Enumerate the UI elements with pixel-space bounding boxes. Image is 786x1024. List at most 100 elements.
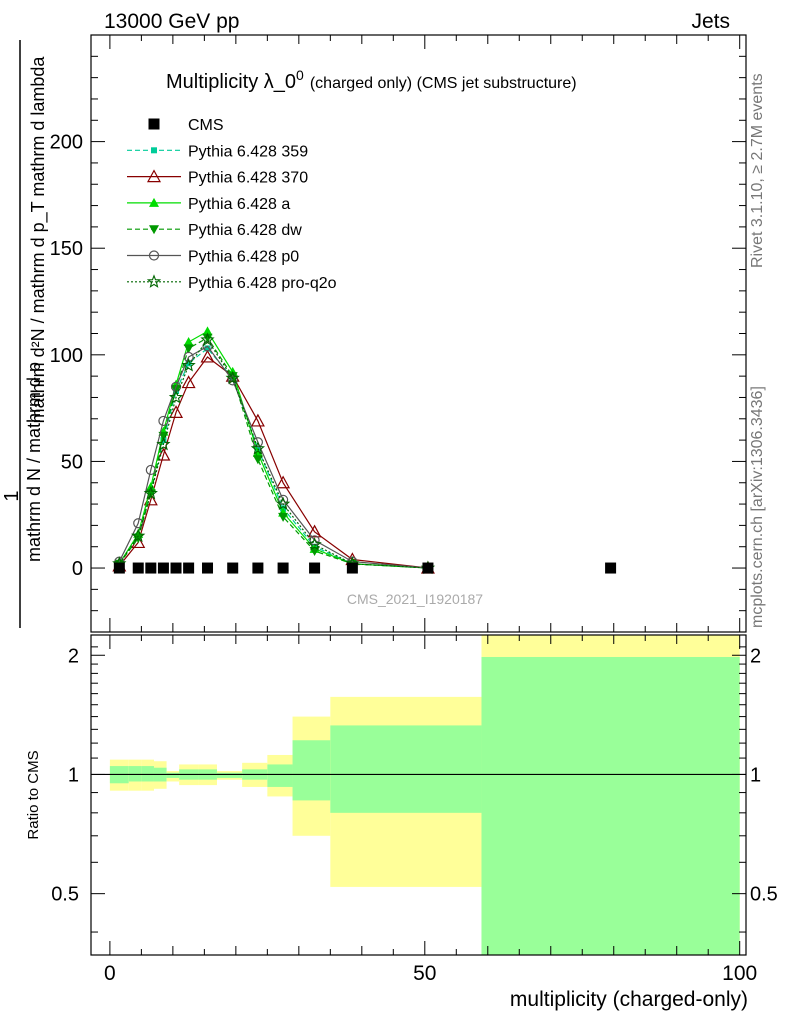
legend-marker: [148, 250, 160, 261]
ratio-y-tick-label: 0.5: [51, 884, 79, 906]
legend-label: Pythia 6.428 a: [188, 196, 290, 213]
plot-title-sup: 0: [296, 67, 304, 83]
ratio-frame: [90, 634, 747, 956]
data-point: [227, 562, 239, 574]
series-0: [113, 562, 617, 574]
plot-title: Multiplicity λ_00 (charged only) (CMS jet…: [166, 67, 577, 93]
data-point: [252, 455, 263, 465]
data-point: [346, 562, 358, 574]
legend-item-6: Pythia 6.428 pro-q2o: [127, 274, 337, 292]
legend-label: CMS: [188, 117, 224, 134]
data-point: [183, 337, 194, 347]
y-axis-label-bottom: mathrm d N / mathrm d p: [24, 362, 44, 562]
legend-marker: [149, 225, 159, 235]
legend-item-5: Pythia 6.428 p0: [127, 249, 299, 266]
data-point: [307, 524, 322, 538]
data-point: [171, 384, 182, 394]
legend-item-0: CMS: [148, 117, 224, 134]
tick-labels: 0 50 100 150 200 0 50 100 0.5 0.5 1 1 2 2: [50, 132, 778, 985]
data-point: [202, 333, 213, 343]
data-point: [145, 562, 157, 574]
main-y-tick-label: 50: [61, 451, 83, 473]
legend: CMS Pythia 6.428 359 Pythia 6.428 370 Pythi…: [127, 117, 337, 292]
data-point: [202, 562, 214, 574]
header-right: Jets: [691, 10, 730, 33]
ratio-bands: [109, 635, 740, 955]
data-point: [278, 512, 289, 522]
data-point: [276, 475, 291, 489]
data-point: [183, 562, 195, 574]
legend-item-1: Pythia 6.428 359: [127, 143, 308, 160]
data-point: [185, 360, 192, 367]
ratio-y-tick-label-right: 2: [750, 645, 761, 667]
plot-title-sub: (charged only) (CMS jet substructure): [310, 75, 577, 92]
data-point: [131, 528, 146, 543]
data-point: [422, 562, 434, 574]
data-point: [252, 562, 264, 574]
legend-label: Pythia 6.428 p0: [188, 249, 299, 266]
data-point: [250, 441, 266, 455]
watermark: CMS_2021_I1920187: [347, 591, 483, 607]
data-point: [157, 562, 169, 574]
ratio-green-band-7: [216, 772, 243, 778]
legend-marker: [148, 118, 160, 130]
data-point: [309, 562, 321, 574]
ratio-y-tick-label-right: 1: [750, 764, 761, 786]
data-point: [143, 485, 158, 500]
data-point: [200, 332, 215, 347]
ratio-green-band-2: [141, 766, 154, 782]
data-point: [202, 341, 213, 352]
data-point: [250, 413, 265, 427]
legend-marker: [146, 274, 162, 288]
series-3: [114, 326, 433, 573]
ratio-green-band-1: [128, 766, 142, 782]
series-line-6: [118, 338, 428, 569]
data-point: [183, 344, 194, 354]
axis-ticks: [91, 35, 746, 955]
legend-label: Pythia 6.428 pro-q2o: [188, 275, 337, 292]
data-point: [158, 415, 169, 427]
main-y-tick-label: 150: [50, 238, 83, 260]
y-axis-label-numerator: 1: [1, 490, 23, 501]
main-y-tick-label: 200: [50, 132, 83, 154]
data-point: [156, 436, 171, 451]
legend-marker: [151, 147, 157, 154]
data-point: [605, 562, 617, 574]
ratio-y-tick-label: 2: [68, 645, 79, 667]
data-point: [275, 496, 291, 511]
main-y-tick-label: 100: [50, 345, 83, 367]
data-point: [133, 518, 144, 529]
x-tick-label: 100: [722, 962, 757, 985]
data-point: [132, 562, 144, 574]
data-point: [183, 351, 194, 363]
data-point: [156, 447, 171, 461]
data-point: [307, 537, 322, 551]
data-point: [200, 349, 215, 363]
x-axis-label: multiplicity (charged-only): [510, 988, 748, 1011]
legend-marker: [146, 169, 162, 183]
ratio-green-band-4: [166, 772, 180, 778]
y-axis-label-top: mathrm d²N / mathrm d p_T mathrm d lambd…: [28, 56, 49, 424]
legend-marker: [149, 197, 159, 207]
data-point: [158, 431, 169, 441]
legend-item-2: Pythia 6.428 370: [127, 169, 308, 187]
legend-item-4: Pythia 6.428 dw: [127, 222, 302, 239]
x-tick-label: 0: [104, 962, 116, 985]
data-point: [170, 562, 182, 574]
data-point: [168, 390, 184, 404]
data-point: [145, 464, 156, 476]
series-line-5: [118, 345, 428, 569]
ratio-green-band-12: [481, 656, 740, 955]
side-text-bottom: mcplots.cern.ch [arXiv:1306.3436]: [749, 386, 766, 628]
data-point: [227, 375, 238, 386]
series-2: [112, 349, 435, 574]
data-point: [202, 326, 213, 336]
data-point: [204, 345, 211, 352]
ratio-green-band-9: [267, 764, 293, 787]
data-point: [252, 447, 263, 457]
main-series: [112, 326, 617, 575]
ratio-green-band-10: [292, 740, 331, 801]
plot-title-main: Multiplicity λ_0: [166, 71, 296, 93]
series-line-2: [118, 356, 428, 569]
